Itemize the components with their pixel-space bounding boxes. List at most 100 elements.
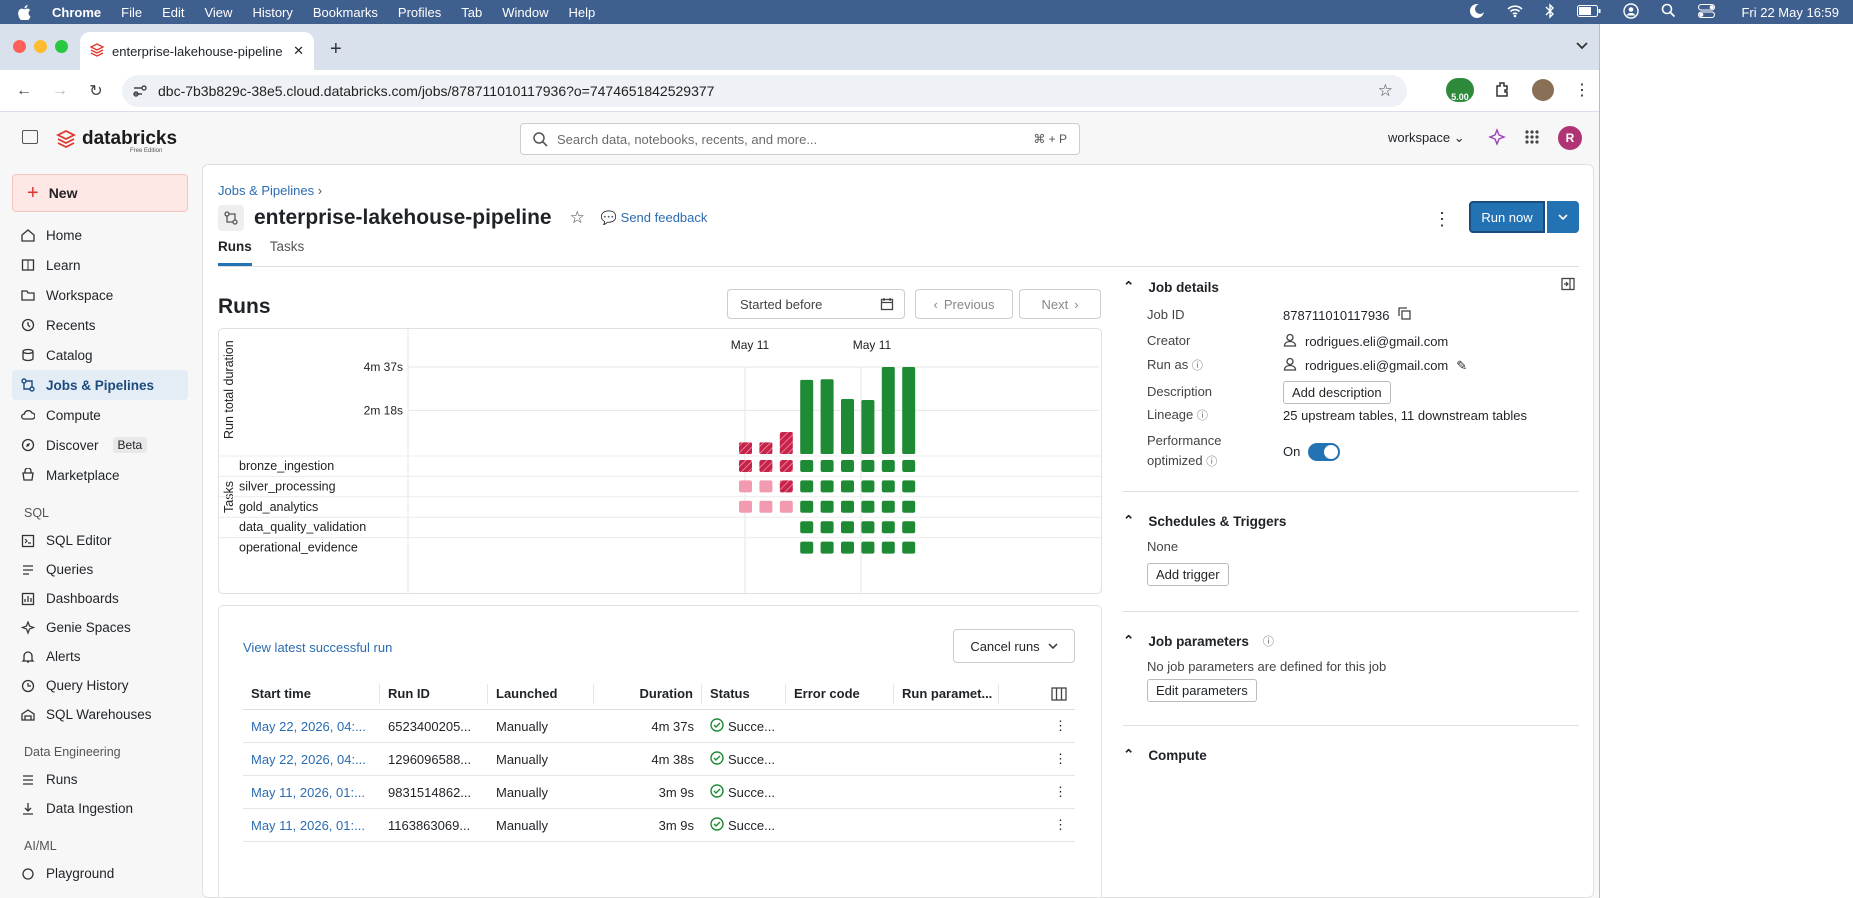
row-more-icon[interactable]: ⋮ — [1054, 718, 1067, 733]
next-page-button[interactable]: Next › — [1019, 289, 1101, 319]
sidebar-item-marketplace[interactable]: Marketplace — [12, 460, 188, 490]
row-start-time-link[interactable]: May 22, 2026, 04:... — [251, 718, 366, 734]
user-avatar[interactable]: R — [1558, 126, 1582, 150]
zoom-window-button[interactable] — [55, 40, 68, 53]
sidebar-item-sql-editor[interactable]: SQL Editor — [12, 526, 188, 555]
sidebar-item-dashboards[interactable]: Dashboards — [12, 584, 188, 613]
compute-header[interactable]: ⌃ Compute — [1123, 745, 1207, 765]
started-before-picker[interactable]: Started before — [727, 289, 905, 319]
menu-window[interactable]: Window — [502, 4, 549, 20]
previous-page-button[interactable]: ‹ Previous — [915, 289, 1013, 319]
row-start-time-link[interactable]: May 11, 2026, 01:... — [251, 784, 365, 800]
sidebar-item-alerts[interactable]: Alerts — [12, 642, 188, 671]
menu-profiles[interactable]: Profiles — [397, 4, 442, 20]
table-row[interactable]: May 22, 2026, 04:... 6523400205... Manua… — [243, 710, 1075, 743]
row-more-icon[interactable]: ⋮ — [1054, 784, 1067, 799]
column-status[interactable]: Status — [702, 683, 786, 704]
apps-grid-icon[interactable] — [1524, 129, 1540, 148]
sidebar-item-learn[interactable]: Learn — [12, 250, 188, 280]
sidebar-item-data-ingestion[interactable]: Data Ingestion — [12, 794, 188, 823]
sidebar-item-compute[interactable]: Compute — [12, 400, 188, 430]
schedules-header[interactable]: ⌃ Schedules & Triggers — [1123, 511, 1286, 531]
new-button[interactable]: + New — [12, 174, 188, 212]
close-window-button[interactable] — [13, 40, 26, 53]
row-more-icon[interactable]: ⋮ — [1054, 751, 1067, 766]
menu-file[interactable]: File — [121, 4, 143, 20]
extension-badge[interactable]: 5.00 — [1446, 78, 1474, 102]
table-row[interactable]: May 22, 2026, 04:... 1296096588... Manua… — [243, 743, 1075, 776]
tab-runs[interactable]: Runs — [218, 239, 252, 266]
cancel-runs-button[interactable]: Cancel runs — [953, 629, 1075, 663]
edit-parameters-button[interactable]: Edit parameters — [1147, 679, 1257, 702]
job-details-header[interactable]: ⌃ Job details — [1123, 277, 1219, 297]
bookmark-star-icon[interactable]: ☆ — [1377, 81, 1393, 100]
bluetooth-icon[interactable] — [1545, 2, 1555, 22]
tab-search-icon[interactable] — [1576, 38, 1588, 53]
sidebar-item-sql-warehouses[interactable]: SQL Warehouses — [12, 700, 188, 729]
table-row[interactable]: May 11, 2026, 01:... 1163863069... Manua… — [243, 809, 1075, 842]
row-more-icon[interactable]: ⋮ — [1054, 817, 1067, 832]
sidebar-item-workspace[interactable]: Workspace — [12, 280, 188, 310]
extensions-puzzle-icon[interactable] — [1494, 80, 1512, 101]
sidebar-item-recents[interactable]: Recents — [12, 310, 188, 340]
column-start-time[interactable]: Start time — [243, 683, 380, 704]
sidebar-item-query-history[interactable]: Query History — [12, 671, 188, 700]
breadcrumb-link[interactable]: Jobs & Pipelines — [218, 183, 315, 198]
job-more-menu-icon[interactable]: ⋮ — [1433, 209, 1451, 229]
menu-edit[interactable]: Edit — [162, 4, 185, 20]
lineage-link[interactable]: 25 upstream tables, 11 downstream tables — [1283, 407, 1528, 423]
column-run-id[interactable]: Run ID — [380, 683, 488, 704]
apple-icon[interactable] — [18, 4, 32, 20]
edit-pencil-icon[interactable]: ✎ — [1456, 357, 1468, 373]
close-tab-icon[interactable]: ✕ — [293, 43, 304, 58]
assistant-sparkle-icon[interactable] — [1488, 127, 1506, 149]
sidebar-toggle-icon[interactable] — [22, 130, 38, 144]
address-bar[interactable]: dbc-7b3b829c-38e5.cloud.databricks.com/j… — [122, 75, 1407, 107]
add-description-button[interactable]: Add description — [1283, 381, 1391, 404]
menu-history[interactable]: History — [252, 4, 293, 20]
run-now-button[interactable]: Run now — [1469, 201, 1545, 233]
row-start-time-link[interactable]: May 11, 2026, 01:... — [251, 817, 365, 833]
site-info-icon[interactable] — [132, 83, 148, 102]
sidebar-item-discover[interactable]: Discover Beta — [12, 430, 188, 460]
info-icon[interactable]: ⓘ — [1191, 360, 1203, 372]
column-run-parameters[interactable]: Run paramet... — [894, 683, 999, 704]
menu-app[interactable]: Chrome — [52, 4, 102, 20]
moon-icon[interactable] — [1469, 3, 1486, 22]
sidebar-item-playground[interactable]: Playground — [12, 859, 188, 888]
new-tab-button[interactable]: + — [330, 38, 342, 60]
job-parameters-header[interactable]: ⌃ Job parameters ⓘ — [1123, 631, 1274, 651]
add-trigger-button[interactable]: Add trigger — [1147, 563, 1229, 586]
sidebar-item-genie-spaces[interactable]: Genie Spaces — [12, 613, 188, 642]
tab-tasks[interactable]: Tasks — [269, 239, 305, 254]
wifi-icon[interactable] — [1507, 4, 1524, 21]
workspace-switcher[interactable]: workspace ⌄ — [1388, 130, 1465, 146]
info-icon[interactable]: ⓘ — [1196, 410, 1208, 422]
battery-icon[interactable] — [1577, 4, 1601, 20]
menu-bookmarks[interactable]: Bookmarks — [312, 4, 378, 20]
menu-view[interactable]: View — [204, 4, 233, 20]
back-icon[interactable]: ← — [16, 81, 32, 99]
info-icon[interactable]: ⓘ — [1206, 456, 1218, 468]
profile-avatar[interactable] — [1532, 79, 1554, 101]
sidebar-item-jobs-pipelines[interactable]: Jobs & Pipelines — [12, 370, 188, 400]
view-latest-successful-run-link[interactable]: View latest successful run — [243, 640, 393, 655]
performance-toggle[interactable] — [1308, 442, 1341, 461]
menu-tab[interactable]: Tab — [461, 4, 483, 20]
column-error-code[interactable]: Error code — [786, 683, 894, 704]
collapse-panel-icon[interactable] — [1561, 277, 1575, 294]
minimize-window-button[interactable] — [34, 40, 47, 53]
column-launched[interactable]: Launched — [488, 683, 594, 704]
forward-icon[interactable]: → — [52, 81, 68, 99]
row-start-time-link[interactable]: May 22, 2026, 04:... — [251, 751, 366, 767]
run-options-dropdown[interactable] — [1547, 201, 1579, 233]
info-icon[interactable]: ⓘ — [1262, 636, 1274, 648]
sidebar-item-queries[interactable]: Queries — [12, 555, 188, 584]
databricks-logo[interactable]: databricks Free Edition — [56, 128, 177, 154]
sidebar-item-runs[interactable]: Runs — [12, 765, 188, 794]
breadcrumb[interactable]: Jobs & Pipelines › — [218, 183, 322, 198]
menubar-clock[interactable]: Fri 22 May 16:59 — [1741, 4, 1839, 20]
column-settings-icon[interactable] — [999, 684, 1075, 704]
column-duration[interactable]: Duration — [594, 683, 702, 704]
favorite-star-icon[interactable]: ☆ — [569, 208, 585, 227]
